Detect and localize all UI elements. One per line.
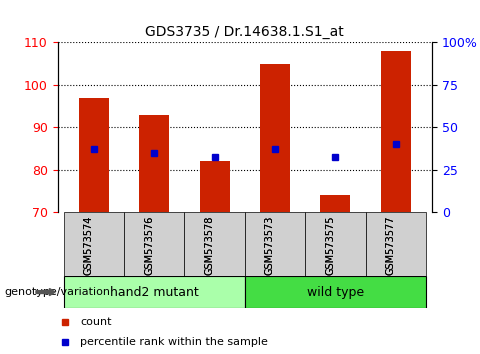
Bar xyxy=(260,64,290,212)
Text: GSM573575: GSM573575 xyxy=(325,216,336,275)
Text: GSM573577: GSM573577 xyxy=(386,216,396,275)
Text: GSM573578: GSM573578 xyxy=(204,216,215,275)
Text: count: count xyxy=(80,317,111,327)
Bar xyxy=(366,212,426,276)
Bar xyxy=(124,212,184,276)
Bar xyxy=(64,276,245,308)
Text: GSM573573: GSM573573 xyxy=(265,216,275,275)
Text: genotype/variation: genotype/variation xyxy=(5,287,111,297)
Text: hand2 mutant: hand2 mutant xyxy=(110,286,199,298)
FancyArrow shape xyxy=(36,289,55,296)
Bar xyxy=(200,161,230,212)
Bar xyxy=(184,212,245,276)
Text: GSM573574: GSM573574 xyxy=(84,216,94,275)
Text: GSM573576: GSM573576 xyxy=(144,216,154,275)
Bar xyxy=(305,212,366,276)
Title: GDS3735 / Dr.14638.1.S1_at: GDS3735 / Dr.14638.1.S1_at xyxy=(145,25,344,39)
Text: GSM573573: GSM573573 xyxy=(265,216,275,275)
Text: wild type: wild type xyxy=(307,286,364,298)
Text: GSM573574: GSM573574 xyxy=(84,216,94,275)
Bar xyxy=(245,212,305,276)
Text: GSM573575: GSM573575 xyxy=(325,216,336,275)
Text: GSM573577: GSM573577 xyxy=(386,216,396,275)
Bar xyxy=(320,195,350,212)
Bar xyxy=(381,51,411,212)
Bar xyxy=(79,98,109,212)
Text: GSM573576: GSM573576 xyxy=(144,216,154,275)
Bar xyxy=(245,276,426,308)
Bar xyxy=(139,115,169,212)
Bar xyxy=(64,212,124,276)
Text: GSM573578: GSM573578 xyxy=(204,216,215,275)
Text: percentile rank within the sample: percentile rank within the sample xyxy=(80,337,268,348)
